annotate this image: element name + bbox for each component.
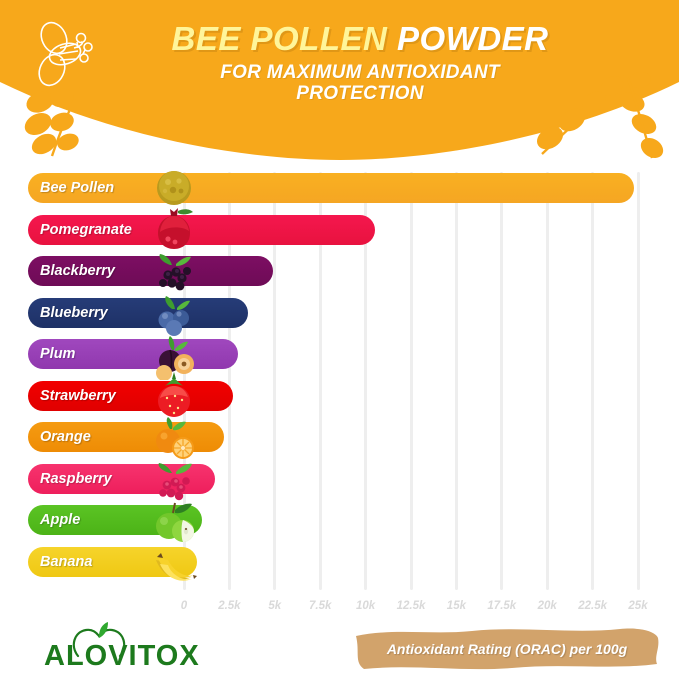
blueberry-icon (158, 295, 190, 336)
footer-banner-shape (356, 628, 659, 670)
axis-tick-label: 10k (356, 600, 376, 612)
axis-tick-label: 7.5k (308, 600, 332, 612)
axis-tick-label: 17.5k (487, 600, 517, 612)
bar-strawberry[interactable] (28, 380, 234, 411)
brand-logo-text: ALOVITOX (44, 640, 200, 672)
chart-bar-row[interactable]: Blueberry (0, 293, 679, 336)
title-plain: POWDER (397, 20, 549, 57)
gridline (409, 172, 413, 590)
gridline (454, 172, 458, 590)
gridline (364, 172, 368, 590)
brand-logo[interactable]: ALOVITOX (44, 622, 234, 674)
bee-pollen-icon (157, 171, 191, 205)
header-background-shape (0, 0, 679, 160)
strawberry-icon (158, 371, 190, 417)
chart-bar-row[interactable]: Bee Pollen (0, 168, 679, 210)
chart-bar-row[interactable]: Strawberry (0, 371, 679, 418)
chart-bar-row[interactable]: Orange (0, 417, 679, 459)
axis-tick-label: 12.5k (396, 600, 426, 612)
page-subtitle: FOR MAXIMUM ANTIOXIDANT PROTECTION (100, 62, 620, 105)
header-banner: BEE POLLEN POWDER FOR MAXIMUM ANTIOXIDAN… (0, 0, 679, 160)
bar-pomegranate[interactable] (28, 214, 375, 245)
raspberry-icon (158, 462, 192, 500)
axis-tick-label: 20k (537, 600, 557, 612)
gridline (318, 172, 322, 590)
bar-chart: Bee Pollen Pomegranate Blackberry Bluebe… (0, 168, 679, 618)
banana-icon (156, 552, 197, 581)
plum-icon (156, 336, 194, 380)
header-title-block: BEE POLLEN POWDER FOR MAXIMUM ANTIOXIDAN… (100, 20, 620, 105)
gridline (500, 172, 504, 590)
chart-bar-row[interactable]: Plum (0, 334, 679, 380)
chart-bar-row[interactable]: Blackberry (0, 251, 679, 293)
chart-bar-row[interactable]: Apple (0, 500, 679, 542)
bar-blueberry[interactable] (28, 297, 248, 328)
footer-banner-text: Antioxidant Rating (ORAC) per 100g (386, 640, 628, 657)
axis-tick-label: 22.5k (578, 600, 607, 612)
footer: ALOVITOX Antioxidant Rating (ORAC) per 1… (0, 618, 679, 679)
subtitle-line-1: FOR MAXIMUM ANTIOXIDANT (220, 61, 500, 83)
axis-tick-label: 0 (180, 600, 188, 612)
pomegranate-icon (158, 207, 193, 249)
apple-leaf-logo-icon (72, 622, 126, 658)
gridline (636, 172, 640, 590)
title-highlight: BEE POLLEN (171, 20, 388, 57)
orange-icon (156, 417, 194, 459)
bar-bee-pollen[interactable] (28, 173, 635, 203)
gridline (591, 172, 595, 590)
chart-x-axis: 0 2.5k 5k 7.5k 10k 12.5k 15k 17.5k 20k 22.5k 25k (0, 600, 679, 620)
axis-tick-label: 15k (446, 600, 466, 612)
axis-tick-label: 5k (268, 600, 282, 612)
gridline (227, 172, 231, 590)
blackberry-icon (159, 254, 191, 291)
gridline (273, 172, 277, 590)
leaf-decoration-right (536, 72, 664, 159)
leaf-decoration-left (24, 87, 82, 157)
axis-tick-label: 25k (628, 600, 648, 612)
chart-bars: Bee Pollen Pomegranate Blackberry Bluebe… (0, 168, 679, 583)
page-title: BEE POLLEN POWDER (100, 20, 620, 57)
gridline (545, 172, 549, 590)
chart-bar-row[interactable]: Banana (0, 542, 679, 584)
chart-bar-row[interactable]: Raspberry (0, 459, 679, 501)
bar-blackberry[interactable] (28, 256, 273, 286)
bee-icon (38, 21, 93, 87)
bar-plum[interactable] (28, 339, 239, 369)
subtitle-line-2: PROTECTION (296, 82, 424, 104)
axis-tick-label: 2.5k (218, 600, 241, 612)
apple-icon (156, 502, 194, 542)
chart-bar-row[interactable]: Pomegranate (0, 207, 679, 252)
